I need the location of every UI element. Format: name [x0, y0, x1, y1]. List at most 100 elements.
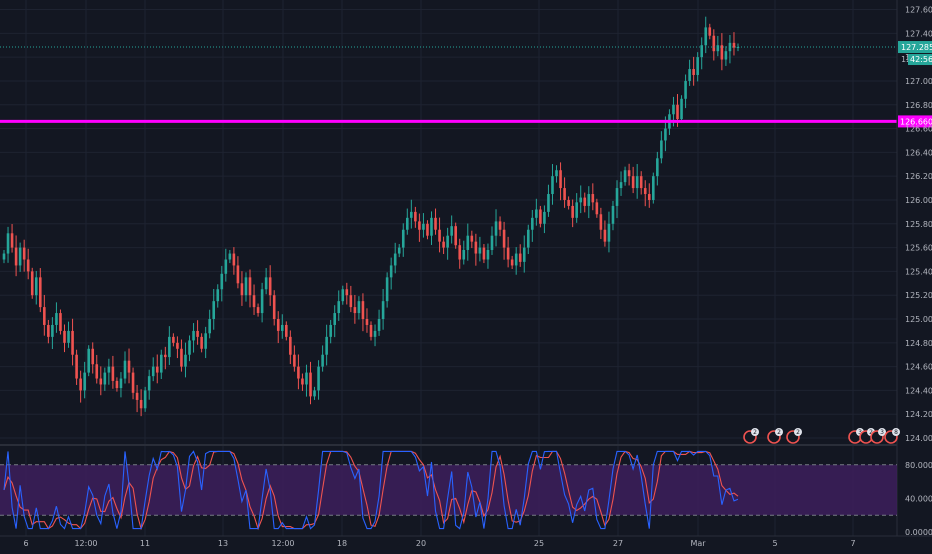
- candle[interactable]: [309, 361, 312, 405]
- candle[interactable]: [389, 257, 393, 290]
- candle[interactable]: [280, 314, 284, 339]
- candle[interactable]: [244, 272, 248, 302]
- candle[interactable]: [587, 186, 591, 219]
- candle[interactable]: [502, 221, 506, 260]
- candle[interactable]: [462, 240, 466, 265]
- candle[interactable]: [91, 342, 95, 374]
- candle[interactable]: [579, 185, 583, 214]
- candle[interactable]: [410, 199, 413, 229]
- candle[interactable]: [490, 226, 494, 255]
- candle[interactable]: [79, 370, 82, 403]
- candle[interactable]: [252, 284, 256, 315]
- candle[interactable]: [159, 349, 163, 380]
- candle[interactable]: [75, 349, 78, 385]
- event-marker[interactable]: 2: [743, 428, 759, 444]
- candle[interactable]: [59, 309, 62, 335]
- candle[interactable]: [14, 235, 18, 277]
- candle[interactable]: [99, 366, 103, 396]
- candle[interactable]: [466, 223, 470, 261]
- candle[interactable]: [147, 369, 151, 400]
- candle[interactable]: [720, 33, 724, 71]
- candle[interactable]: [333, 305, 337, 338]
- candle-series[interactable]: [2, 16, 740, 417]
- candle[interactable]: [107, 358, 111, 385]
- candle[interactable]: [660, 131, 663, 164]
- price-axis[interactable]: 127.600127.400127.200127.000126.800126.6…: [0, 0, 932, 536]
- candle[interactable]: [652, 172, 655, 204]
- candle[interactable]: [272, 290, 276, 326]
- candle[interactable]: [688, 59, 691, 86]
- event-marker[interactable]: 8: [884, 428, 900, 444]
- candle[interactable]: [349, 285, 353, 313]
- candle[interactable]: [643, 180, 647, 207]
- candle[interactable]: [2, 249, 6, 264]
- candle[interactable]: [680, 95, 683, 123]
- candle[interactable]: [547, 184, 550, 217]
- candle[interactable]: [131, 367, 135, 400]
- candle[interactable]: [192, 323, 195, 353]
- candle[interactable]: [184, 342, 187, 378]
- candle[interactable]: [535, 198, 538, 226]
- candle[interactable]: [426, 220, 429, 240]
- event-marker[interactable]: 2: [859, 428, 875, 444]
- candle[interactable]: [83, 361, 86, 399]
- candle[interactable]: [135, 384, 139, 413]
- candle[interactable]: [301, 373, 304, 391]
- candle[interactable]: [285, 321, 288, 341]
- candle[interactable]: [127, 348, 131, 384]
- candle[interactable]: [119, 372, 123, 398]
- candle[interactable]: [55, 302, 58, 333]
- candle[interactable]: [385, 272, 389, 308]
- candle[interactable]: [188, 335, 191, 362]
- event-marker[interactable]: 3: [870, 428, 886, 444]
- candle[interactable]: [67, 321, 70, 348]
- candle[interactable]: [321, 345, 324, 372]
- candle[interactable]: [337, 290, 341, 321]
- candle[interactable]: [377, 309, 381, 336]
- candle[interactable]: [401, 223, 405, 257]
- candle[interactable]: [700, 37, 704, 70]
- candle[interactable]: [434, 208, 437, 235]
- candle[interactable]: [22, 239, 26, 272]
- candle[interactable]: [353, 294, 357, 324]
- candle[interactable]: [732, 32, 736, 56]
- candle[interactable]: [405, 208, 409, 235]
- candle[interactable]: [692, 56, 695, 86]
- candle[interactable]: [172, 333, 175, 347]
- candle[interactable]: [559, 162, 562, 201]
- candle[interactable]: [164, 346, 167, 370]
- event-marker[interactable]: 2: [786, 428, 802, 444]
- candle[interactable]: [494, 209, 498, 247]
- candle[interactable]: [551, 164, 554, 205]
- candle[interactable]: [196, 320, 199, 345]
- candle[interactable]: [224, 248, 228, 282]
- candle[interactable]: [482, 244, 486, 264]
- candle[interactable]: [571, 199, 574, 228]
- candle[interactable]: [454, 222, 457, 249]
- candle[interactable]: [103, 367, 107, 391]
- event-marker[interactable]: 2: [767, 428, 783, 444]
- candle[interactable]: [276, 311, 280, 344]
- candle[interactable]: [313, 386, 316, 400]
- candle[interactable]: [539, 205, 542, 228]
- candle[interactable]: [248, 269, 252, 308]
- candle[interactable]: [627, 163, 631, 186]
- candle[interactable]: [381, 289, 385, 330]
- candle[interactable]: [438, 217, 441, 253]
- candle[interactable]: [470, 230, 474, 249]
- candle[interactable]: [220, 265, 224, 302]
- candle[interactable]: [506, 236, 510, 268]
- candle[interactable]: [639, 171, 643, 195]
- candle[interactable]: [611, 200, 615, 231]
- candle[interactable]: [236, 256, 240, 289]
- candle[interactable]: [647, 183, 651, 208]
- candle[interactable]: [619, 171, 623, 196]
- candle[interactable]: [442, 236, 445, 255]
- stoch-d-line[interactable]: [3, 450, 739, 531]
- candle[interactable]: [615, 180, 619, 219]
- candle[interactable]: [305, 364, 308, 397]
- candle[interactable]: [30, 267, 34, 299]
- candle[interactable]: [446, 227, 449, 260]
- candle[interactable]: [10, 224, 14, 253]
- candle[interactable]: [317, 360, 320, 400]
